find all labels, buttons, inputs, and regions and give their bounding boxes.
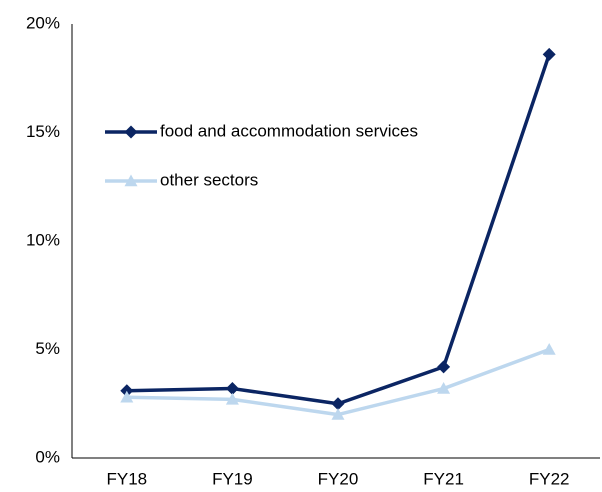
data-point	[542, 343, 556, 355]
y-tick-label: 15%	[26, 122, 60, 141]
data-point	[225, 392, 239, 405]
legend-marker	[124, 125, 138, 139]
x-tick-label: FY20	[318, 469, 359, 488]
x-tick-label: FY19	[212, 469, 253, 488]
y-tick-label: 5%	[35, 339, 60, 358]
data-point	[120, 384, 134, 398]
legend-marker	[124, 174, 138, 187]
y-tick-label: 20%	[26, 13, 60, 32]
data-point	[437, 382, 451, 394]
x-tick-label: FY22	[529, 469, 570, 488]
y-tick-label: 10%	[26, 230, 60, 249]
data-point	[120, 390, 134, 403]
data-point	[331, 408, 345, 420]
x-tick-label: FY18	[106, 469, 147, 488]
data-point	[542, 47, 556, 61]
legend-label: other sectors	[160, 170, 258, 189]
legend-label: food and accommodation services	[160, 121, 418, 140]
data-point	[225, 382, 239, 396]
x-tick-label: FY21	[423, 469, 464, 488]
series-line	[126, 53, 551, 406]
data-point	[331, 397, 345, 411]
data-point	[437, 360, 451, 374]
y-tick-label: 0%	[35, 447, 60, 466]
